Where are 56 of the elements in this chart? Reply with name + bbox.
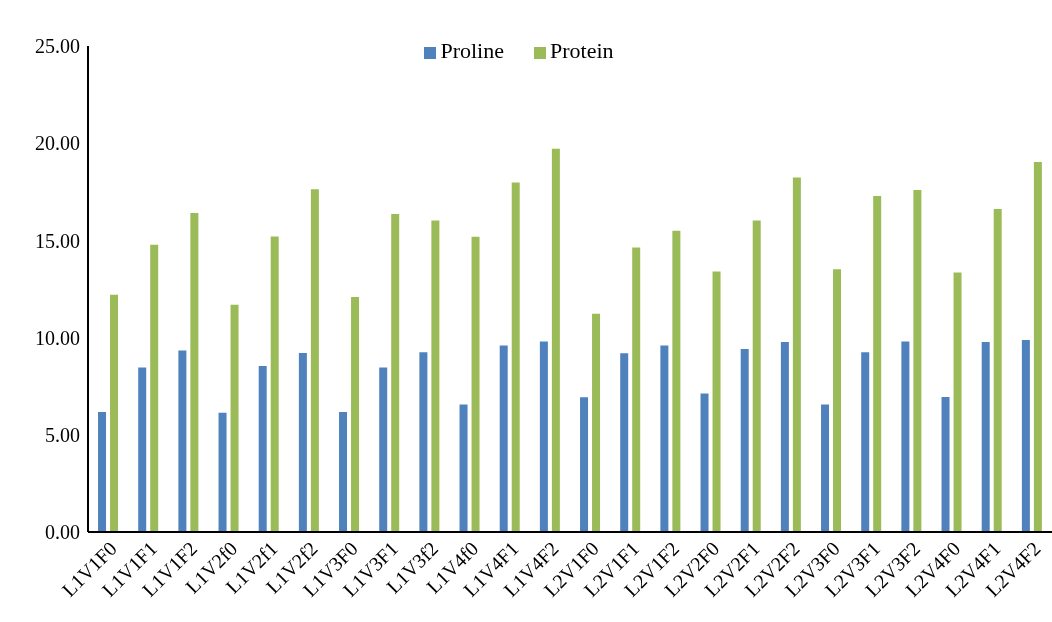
bar — [861, 352, 870, 532]
bar — [190, 212, 199, 532]
bar — [833, 269, 842, 532]
legend-label: Protein — [550, 38, 614, 63]
bar — [551, 148, 560, 532]
bar — [178, 350, 187, 532]
bar — [981, 341, 990, 532]
bar — [752, 220, 761, 532]
bar — [298, 352, 307, 532]
bar — [230, 304, 239, 532]
bar — [913, 190, 922, 532]
bar — [310, 189, 319, 532]
bar — [792, 177, 801, 532]
bar — [780, 341, 789, 532]
bar — [270, 236, 279, 532]
bar — [993, 208, 1002, 532]
y-tick-label: 0.00 — [45, 521, 80, 544]
y-tick-label: 20.00 — [35, 132, 80, 155]
y-tick-label: 10.00 — [35, 326, 80, 349]
bar — [632, 247, 641, 532]
bar — [1033, 162, 1042, 532]
bar — [901, 341, 910, 532]
bar — [98, 412, 107, 532]
bar — [150, 244, 159, 532]
bar — [712, 271, 721, 532]
bar — [511, 182, 520, 532]
bar — [218, 412, 227, 532]
bar — [660, 345, 669, 532]
bar — [351, 296, 360, 532]
bar — [339, 412, 348, 532]
bar — [672, 230, 681, 532]
bar — [471, 236, 480, 532]
y-tick-label: 5.00 — [45, 423, 80, 446]
bar — [539, 341, 548, 532]
bar — [953, 272, 962, 532]
bar — [391, 213, 400, 532]
bar — [1021, 339, 1030, 532]
bar — [499, 345, 508, 532]
bar — [700, 393, 709, 532]
bar — [138, 367, 147, 532]
bar — [110, 294, 119, 532]
bar — [580, 397, 589, 532]
bar — [740, 348, 749, 532]
bar — [459, 404, 468, 532]
legend-label: Proline — [440, 38, 504, 63]
bar — [592, 313, 601, 532]
y-tick-label: 25.00 — [35, 35, 80, 58]
bar — [258, 365, 267, 532]
bar — [941, 396, 950, 532]
bar — [419, 352, 428, 532]
bar — [873, 195, 882, 532]
bar — [620, 353, 629, 532]
bar — [431, 220, 440, 532]
y-tick-label: 15.00 — [35, 229, 80, 252]
bar — [379, 367, 388, 532]
bar — [821, 404, 830, 532]
